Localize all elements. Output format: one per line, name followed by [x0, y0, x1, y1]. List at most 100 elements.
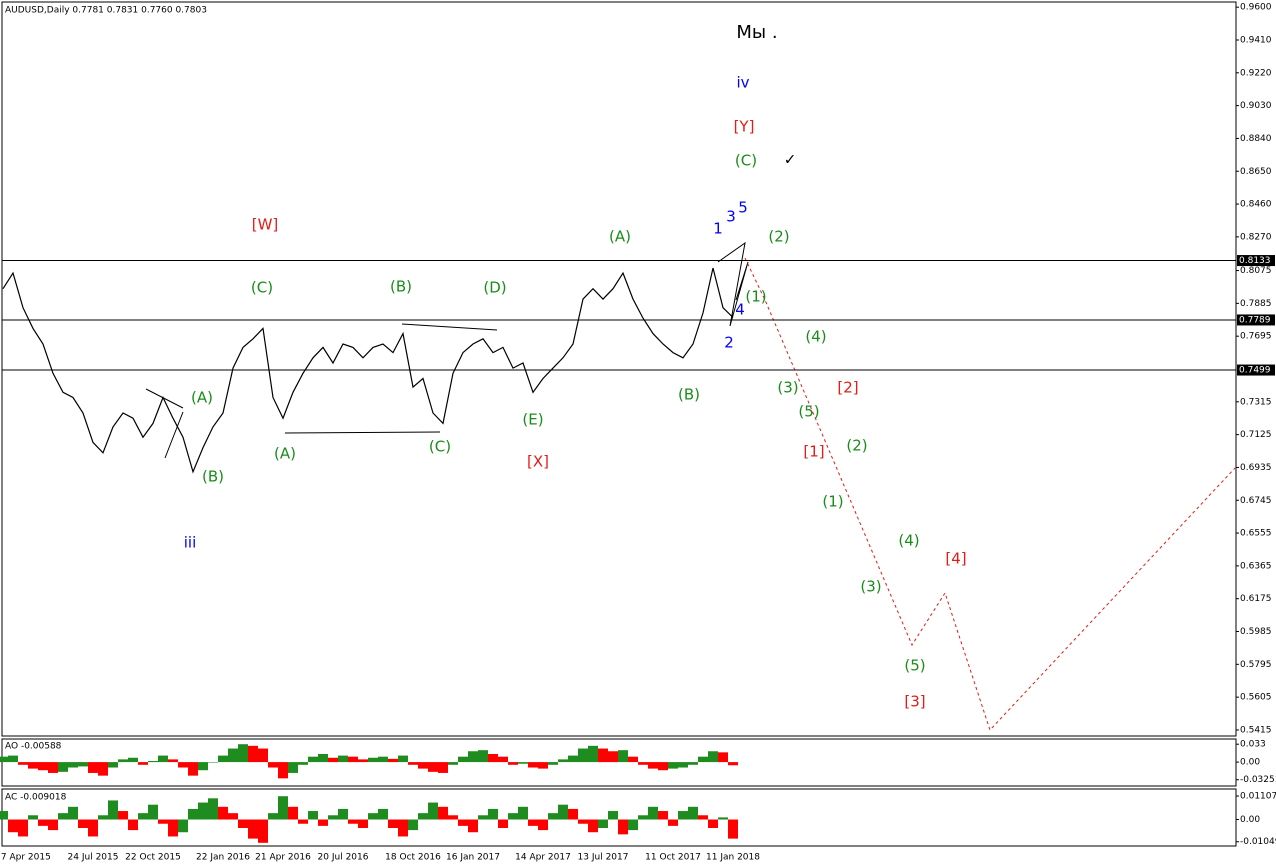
histogram-bar	[648, 762, 658, 769]
histogram-bar	[558, 804, 568, 820]
histogram-bar	[518, 762, 528, 764]
histogram-bar	[508, 813, 518, 820]
wave-label: iv	[736, 74, 749, 92]
wave-label: (2)	[768, 228, 789, 246]
trendline	[284, 431, 441, 434]
y-tick-label: 0.8460	[1240, 200, 1272, 210]
x-tick-label: 13 Jul 2017	[578, 853, 629, 863]
histogram-bar	[408, 762, 418, 765]
histogram-bar	[198, 802, 208, 820]
histogram-bar	[548, 813, 558, 820]
y-tick-label: 0.011076	[1240, 792, 1276, 802]
histogram-bar	[598, 819, 608, 828]
histogram-bar	[238, 744, 248, 763]
wave-label: (A)	[274, 445, 296, 463]
wave-label: (5)	[904, 657, 925, 675]
histogram-bar	[368, 757, 378, 763]
histogram-bar	[358, 819, 368, 828]
x-tick-label: 16 Jan 2017	[446, 853, 500, 863]
wave-label: 3	[726, 208, 736, 226]
histogram-bar	[188, 808, 198, 820]
histogram-bar	[488, 753, 498, 763]
x-tick-label: 27 Apr 2015	[0, 853, 51, 863]
y-tick-label: 0.033	[1240, 740, 1266, 750]
histogram-bar	[398, 755, 408, 763]
histogram-bar	[268, 813, 278, 820]
histogram-bar	[728, 762, 738, 766]
histogram-bar	[388, 758, 398, 763]
y-tick-label: 0.5605	[1240, 693, 1272, 703]
histogram-bar	[488, 808, 498, 820]
y-tick-label: 0.6935	[1240, 463, 1272, 473]
histogram-bar	[118, 811, 128, 820]
histogram-bar	[438, 806, 448, 820]
histogram-bar	[418, 813, 428, 820]
level-label: 0.7789	[1239, 315, 1271, 325]
histogram-bar	[338, 755, 348, 763]
histogram-bar	[178, 762, 188, 768]
histogram-bar	[538, 819, 548, 831]
histogram-bar	[448, 815, 458, 820]
wave-label: 1	[713, 220, 723, 238]
histogram-bar	[578, 819, 588, 824]
level-label-box	[1237, 255, 1275, 267]
histogram-bar	[248, 745, 258, 763]
wave-label: (1)	[745, 288, 766, 306]
y-tick-label: 0.5415	[1240, 725, 1272, 735]
wave-label: (C)	[251, 279, 273, 297]
histogram-bar	[428, 802, 438, 820]
histogram-bar	[308, 811, 318, 820]
x-tick-label: 11 Jan 2018	[706, 853, 760, 863]
histogram-bar	[638, 762, 648, 765]
histogram-bar	[68, 806, 78, 820]
wave-label: (4)	[805, 328, 826, 346]
histogram-bar	[648, 806, 658, 820]
histogram-bar	[368, 813, 378, 820]
histogram-bar	[198, 762, 208, 771]
histogram-bar	[718, 817, 728, 820]
histogram-bar	[708, 819, 718, 828]
x-tick-label: 22 Oct 2015	[125, 853, 181, 863]
histogram-bar	[48, 819, 58, 831]
histogram-bar	[328, 815, 338, 820]
histogram-bar	[318, 753, 328, 763]
histogram-bar	[108, 762, 118, 768]
y-tick-label: 0.5795	[1240, 660, 1272, 670]
histogram-bar	[18, 819, 28, 837]
histogram-bar	[658, 811, 668, 820]
histogram-bar	[128, 819, 138, 831]
y-tick-label: 0.8075	[1240, 266, 1272, 276]
wave-label: iii	[184, 534, 197, 552]
histogram-bar	[38, 762, 48, 771]
y-tick-label: 0.7125	[1240, 430, 1272, 440]
histogram-bar	[418, 762, 428, 769]
histogram-bar	[618, 750, 628, 763]
histogram-bar	[468, 819, 478, 833]
histogram-bar	[278, 796, 288, 820]
histogram-bar	[678, 811, 688, 820]
y-tick-label: -0.01049	[1240, 837, 1276, 847]
histogram-bar	[438, 762, 448, 773]
wave-label: [3]	[904, 693, 925, 711]
histogram-bar	[728, 819, 738, 839]
histogram-bar	[528, 762, 538, 768]
wave-label: (2)	[846, 437, 867, 455]
histogram-bar	[528, 819, 538, 826]
x-tick-label: 20 Jul 2016	[318, 853, 369, 863]
histogram-bar	[628, 819, 638, 831]
histogram-bar	[228, 748, 238, 763]
histogram-bar	[298, 819, 308, 824]
histogram-bar	[188, 762, 198, 776]
y-tick-label: 0.7315	[1240, 397, 1272, 407]
y-tick-label: 0.8840	[1240, 134, 1272, 144]
histogram-bar	[298, 762, 308, 765]
histogram-bar	[168, 759, 178, 763]
histogram-bar	[318, 819, 328, 826]
wave-label: (B)	[678, 386, 700, 404]
histogram-bar	[68, 762, 78, 768]
wave-label: (A)	[191, 389, 213, 407]
histogram-bar	[148, 804, 158, 820]
histogram-bar	[238, 819, 248, 828]
histogram-bar	[618, 819, 628, 835]
